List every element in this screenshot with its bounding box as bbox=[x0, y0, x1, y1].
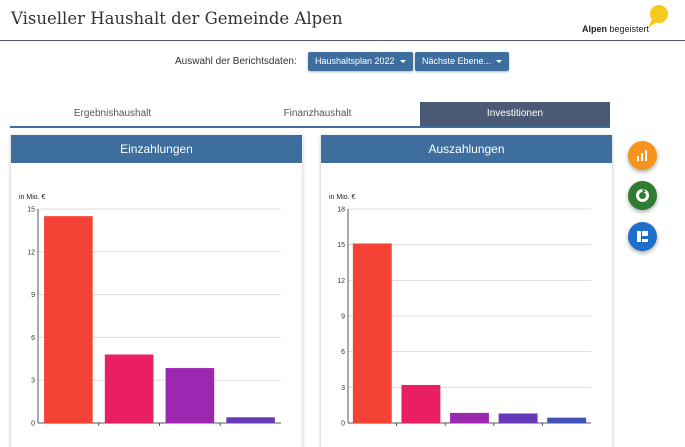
next-level-label: Nächste Ebene... bbox=[422, 56, 492, 66]
chart-bar[interactable] bbox=[401, 384, 441, 423]
budget-tabs: Ergebnishaushalt Finanzhaushalt Investit… bbox=[10, 102, 610, 128]
bar-chart-icon bbox=[637, 150, 647, 161]
budget-plan-label: Haushaltsplan 2022 bbox=[315, 56, 395, 66]
einzahlungen-title: Einzahlungen bbox=[11, 135, 302, 163]
chevron-down-icon bbox=[399, 60, 406, 64]
einzahlungen-panel: Einzahlungen in Mio. € 0 3 6 9 12 15 bbox=[11, 135, 302, 447]
tab-investitionen[interactable]: Investitionen bbox=[420, 102, 610, 126]
y-tick-label: 0 bbox=[31, 421, 35, 428]
y-tick-label: 6 bbox=[31, 335, 35, 342]
y-axis-label: in Mio. € bbox=[329, 194, 356, 201]
y-tick-label: 15 bbox=[27, 207, 35, 214]
y-tick-label: 6 bbox=[341, 349, 345, 356]
chart-bar[interactable] bbox=[450, 412, 489, 423]
chart-bar[interactable] bbox=[226, 417, 275, 423]
y-tick-label: 15 bbox=[337, 242, 345, 249]
next-level-dropdown[interactable]: Nächste Ebene... bbox=[415, 52, 510, 71]
donut-chart-icon bbox=[636, 188, 649, 202]
y-tick-label: 3 bbox=[341, 385, 345, 392]
y-axis-label: in Mio. € bbox=[19, 194, 46, 201]
tab-ergebnishaushalt[interactable]: Ergebnishaushalt bbox=[73, 108, 152, 119]
logo-rest: begeistert bbox=[607, 24, 650, 34]
treemap-icon bbox=[637, 231, 648, 242]
donut-chart-button[interactable] bbox=[628, 181, 657, 210]
logo-bold: Alpen bbox=[582, 24, 608, 34]
report-selection: Auswahl der Berichtsdaten: Haushaltsplan… bbox=[0, 52, 685, 72]
auszahlungen-panel: Auszahlungen in Mio. € 0 3 6 9 12 15 18 bbox=[321, 135, 612, 447]
auszahlungen-chart: in Mio. € 0 3 6 9 12 15 18 bbox=[329, 194, 591, 428]
y-tick-label: 3 bbox=[31, 378, 35, 385]
y-tick-label: 0 bbox=[341, 421, 345, 428]
app-header: Visueller Haushalt der Gemeinde Alpen Al… bbox=[0, 0, 685, 41]
tab-finanzhaushalt[interactable]: Finanzhaushalt bbox=[283, 108, 352, 119]
logo-text: Alpen begeistert bbox=[582, 24, 649, 34]
einzahlungen-chart: in Mio. € 0 3 6 9 12 15 bbox=[19, 194, 281, 428]
chart-bar[interactable] bbox=[547, 417, 587, 423]
bar-chart-button[interactable] bbox=[628, 141, 657, 170]
y-tick-label: 12 bbox=[27, 249, 35, 256]
chevron-down-icon bbox=[496, 60, 503, 64]
chart-bar[interactable] bbox=[165, 368, 215, 423]
budget-plan-dropdown[interactable]: Haushaltsplan 2022 bbox=[308, 52, 413, 71]
page-title: Visueller Haushalt der Gemeinde Alpen bbox=[11, 9, 343, 28]
chart-bar[interactable] bbox=[498, 413, 538, 423]
chart-bar[interactable] bbox=[352, 243, 392, 423]
y-tick-label: 9 bbox=[341, 314, 345, 321]
treemap-button[interactable] bbox=[628, 222, 657, 251]
report-label: Auswahl der Berichtsdaten: bbox=[175, 56, 297, 67]
y-tick-label: 9 bbox=[31, 292, 35, 299]
auszahlungen-title: Auszahlungen bbox=[321, 135, 612, 163]
y-tick-label: 18 bbox=[337, 207, 345, 214]
y-tick-label: 12 bbox=[337, 278, 345, 285]
chart-bar[interactable] bbox=[104, 354, 154, 423]
chart-bar[interactable] bbox=[44, 216, 93, 423]
logo-speech-bubble-icon bbox=[648, 5, 668, 28]
